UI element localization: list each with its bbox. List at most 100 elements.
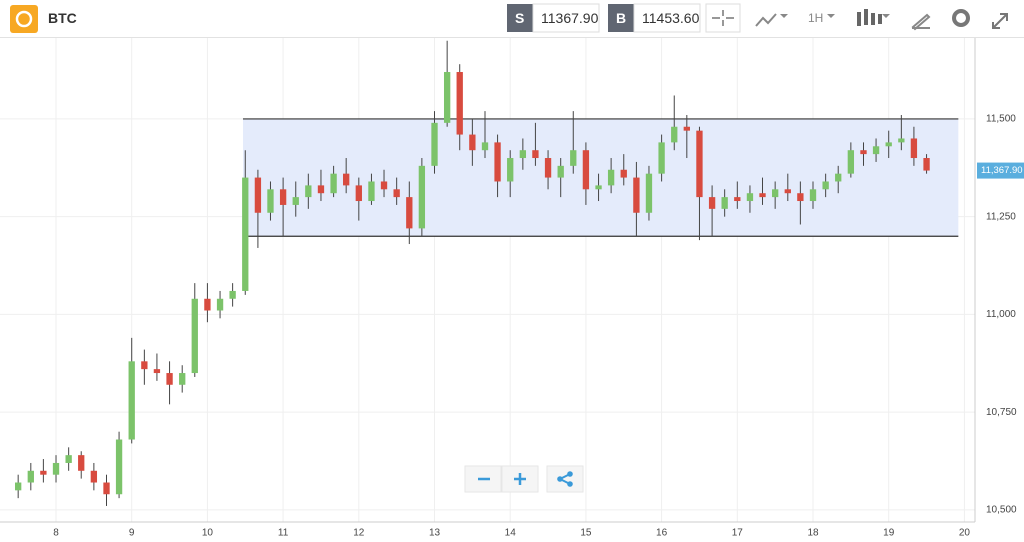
candle-body (683, 126, 690, 131)
toolbar: BTC S 11367.90 B 11453.60 1H (0, 0, 1024, 38)
crosshair-icon (712, 10, 734, 26)
x-tick-label: 19 (883, 528, 895, 539)
candle-body (721, 197, 728, 209)
candle-body (532, 150, 539, 159)
candle-body (835, 173, 842, 182)
candle-body (65, 455, 72, 463)
candle-body (923, 158, 930, 171)
x-tick-label: 12 (353, 528, 365, 539)
x-tick-label: 9 (129, 528, 135, 539)
x-tick-label: 14 (505, 528, 517, 539)
candle-body (469, 134, 476, 151)
candle-body (671, 126, 678, 143)
candle-body (797, 193, 804, 202)
symbol: BTC (48, 10, 77, 26)
candle-body (658, 142, 665, 174)
share-button[interactable] (546, 465, 584, 493)
interval[interactable]: 1H (808, 11, 824, 25)
dropdown-arrow (780, 14, 788, 18)
candle-body (368, 181, 375, 202)
draw-icon[interactable] (911, 13, 931, 31)
share-dot (567, 471, 573, 477)
candle-body (431, 122, 438, 166)
candle-body (885, 142, 892, 147)
candle-body (898, 138, 905, 143)
candle-body (544, 158, 552, 178)
candle-body (570, 150, 577, 166)
sell-box[interactable] (532, 3, 600, 33)
last-price-label: 11,367.90 (981, 165, 1023, 176)
candle-body (696, 130, 703, 198)
candle-body (330, 173, 337, 194)
candle-body (519, 150, 527, 159)
candle-body (809, 189, 817, 202)
candle-body (141, 361, 148, 370)
sell-badge[interactable] (507, 4, 533, 32)
candle-body (708, 197, 716, 209)
x-tick-label: 20 (959, 528, 971, 539)
zoom-in-icon (514, 473, 526, 485)
buy-label: B (616, 10, 627, 26)
candle-body (771, 189, 779, 198)
candle-body (355, 185, 362, 202)
candle-body (78, 455, 85, 471)
candle-body (734, 197, 741, 202)
candle-body (860, 150, 867, 155)
sell-price: 11367.90 (541, 10, 599, 26)
candle-body (179, 373, 186, 385)
last-price-tag (977, 162, 1024, 179)
share-dot (567, 481, 573, 487)
chart-type-icon[interactable] (755, 13, 777, 27)
candle-body (317, 185, 325, 194)
buy-price: 11453.60 (642, 10, 700, 26)
candle-body (90, 470, 98, 483)
candle-body (393, 189, 400, 198)
crosshair-button[interactable] (705, 3, 741, 33)
candle-body (645, 173, 653, 213)
x-tick-label: 8 (53, 528, 59, 539)
candle-body (443, 72, 451, 123)
candle-body (279, 189, 287, 205)
share-dot (557, 476, 563, 482)
dropdown-arrow (827, 14, 835, 18)
candle-body (406, 197, 413, 229)
settings-icon[interactable] (952, 9, 970, 27)
buy-badge[interactable] (608, 4, 634, 32)
y-tick-label: 10,500 (986, 505, 1017, 516)
toolbar-icons (10, 3, 1008, 33)
coin-icon (10, 5, 38, 33)
x-tick-label: 10 (202, 528, 214, 539)
y-tick-label: 11,250 (986, 211, 1016, 222)
fullscreen-icon[interactable] (992, 13, 1008, 29)
candle-body (343, 173, 350, 186)
dropdown-arrow (882, 14, 890, 18)
candle-body (557, 165, 564, 178)
candle-body (633, 177, 640, 213)
buy-box[interactable] (633, 3, 701, 33)
x-tick-label: 11 (278, 528, 289, 539)
candle-body (15, 482, 22, 491)
candle-body (204, 298, 211, 311)
candle-body (267, 189, 274, 213)
candle-body (418, 165, 426, 229)
candle-body (759, 193, 766, 198)
candle-body (380, 181, 388, 190)
candle-body (27, 470, 34, 483)
candle-body (582, 150, 590, 190)
candle-body (166, 373, 173, 385)
candle-body (153, 369, 161, 374)
candle-body (128, 361, 135, 440)
x-tick-label: 16 (656, 528, 668, 539)
candle-body (216, 298, 224, 311)
candle-body (607, 169, 615, 186)
candle-body (507, 158, 514, 182)
candle-body (494, 142, 501, 182)
candle-body (822, 181, 829, 190)
candle-body (254, 177, 262, 213)
sell-label: S (515, 10, 525, 26)
candle-body (191, 298, 198, 374)
candles-icon[interactable] (857, 9, 882, 26)
candle-body (103, 482, 110, 495)
candle-body (229, 290, 236, 299)
